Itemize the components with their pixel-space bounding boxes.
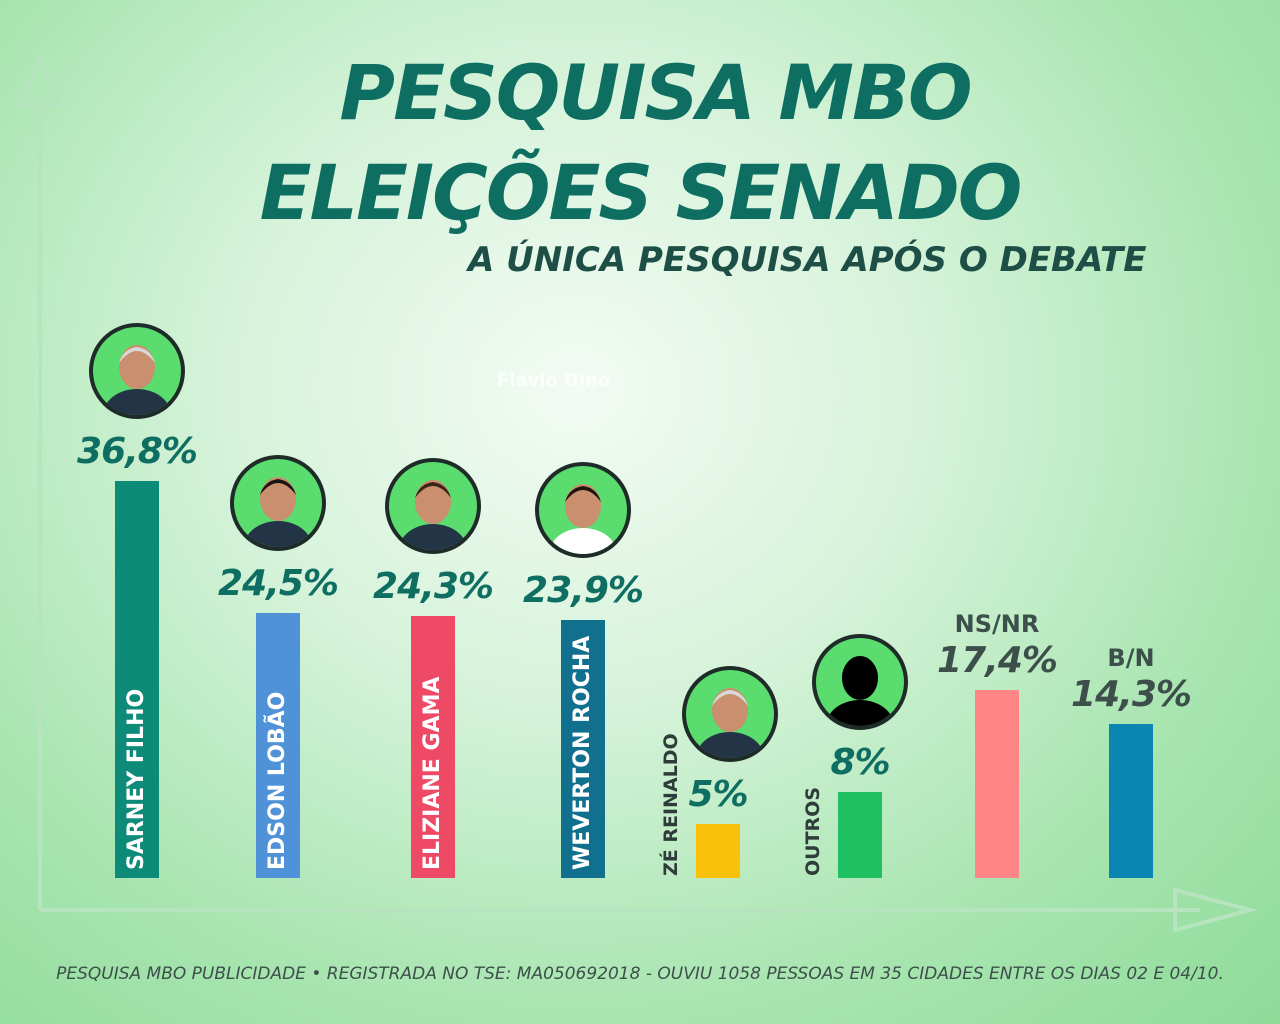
category-label: WEVERTON ROCHA bbox=[570, 635, 595, 870]
candidate-avatar bbox=[535, 461, 631, 558]
x-axis-arrow-icon bbox=[1173, 887, 1258, 933]
data-label: 23,9% bbox=[523, 569, 644, 611]
category-label: B/N bbox=[1107, 643, 1155, 672]
category-label: ZÉ REINALDO bbox=[660, 733, 682, 876]
bar-weverton-rocha bbox=[561, 619, 605, 878]
y-axis-arrow-icon bbox=[16, 52, 64, 107]
category-label: SARNEY FILHO bbox=[124, 688, 149, 870]
page-title-line-2: ELEIÇÕES SENADO bbox=[259, 148, 1023, 237]
bar-eliziane-gama bbox=[411, 615, 455, 878]
data-label: 8% bbox=[830, 741, 890, 783]
data-label: 24,3% bbox=[373, 565, 494, 607]
page-subtitle: A ÚNICA PESQUISA APÓS O DEBATE bbox=[468, 240, 1147, 280]
bar-z-reinaldo bbox=[696, 824, 740, 878]
candidate-avatar bbox=[230, 455, 326, 552]
data-label: 17,4% bbox=[937, 640, 1058, 682]
category-label: OUTROS bbox=[802, 786, 824, 876]
bar-edson-lob-o bbox=[256, 613, 300, 878]
candidate-avatar bbox=[89, 322, 185, 419]
bar-sarney-filho bbox=[115, 480, 159, 878]
category-label: EDSON LOBÃO bbox=[265, 691, 290, 870]
watermark: Flávio Dino bbox=[497, 370, 611, 391]
bar-outros bbox=[838, 791, 882, 878]
bar-b-n bbox=[1109, 723, 1153, 878]
data-label: 24,5% bbox=[218, 563, 339, 605]
data-label: 14,3% bbox=[1071, 673, 1192, 715]
page-title-line-1: PESQUISA MBO bbox=[339, 48, 972, 137]
footer-note: PESQUISA MBO PUBLICIDADE • REGISTRADA NO… bbox=[56, 964, 1224, 984]
bar-ns-nr bbox=[975, 690, 1019, 878]
category-label: NS/NR bbox=[954, 610, 1040, 639]
data-label: 36,8% bbox=[77, 430, 198, 472]
data-label: 5% bbox=[688, 774, 748, 815]
candidate-avatar bbox=[682, 666, 778, 762]
candidate-avatar bbox=[812, 633, 908, 730]
category-label: ELIZIANE GAMA bbox=[420, 676, 445, 871]
candidate-avatar bbox=[385, 457, 481, 554]
